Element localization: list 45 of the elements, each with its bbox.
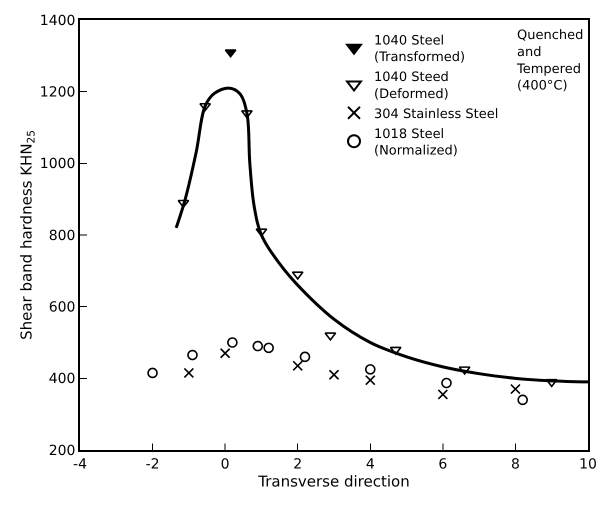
x-tick-label: 0 [220,456,230,473]
legend-label: 304 Stainless Steel [374,106,498,122]
point [441,378,452,388]
y-tick-label: 1400 [40,12,76,29]
point [328,369,340,380]
legend-label: 1018 Steel (Normalized) [374,126,458,159]
point [252,340,264,352]
point [517,394,528,406]
point [255,228,268,237]
point [364,374,376,386]
point [147,368,158,378]
point [364,364,376,375]
y-tick-label: 400 [48,371,76,388]
point [292,360,304,372]
y-tick-label: 1200 [40,84,76,101]
point [292,271,304,280]
x-tick-label: 4 [366,456,375,473]
y-tick-label: 800 [48,228,76,244]
point [458,366,471,375]
x-tick-label: 8 [510,456,520,473]
point [184,368,194,378]
point [199,102,212,112]
point [227,337,238,348]
point [224,49,237,58]
x-tick-label: -4 [73,456,88,473]
x-axis-title: Transverse direction [257,472,410,491]
point [510,384,521,394]
point [324,332,336,341]
y-tick-label: 200 [48,442,76,459]
legend-label: 1040 Steel (Transformed) [374,33,466,66]
x-tick-label: 2 [293,456,302,473]
x-tick-label: 6 [438,456,448,473]
y-tick-label: 1000 [40,156,76,172]
point [438,389,448,400]
point [187,350,198,360]
y-tick-label: 600 [48,300,76,316]
annotation: Quenched and Tempered (400°C) [516,28,584,94]
point [220,348,230,359]
x-tick-label: -2 [146,456,160,473]
legend-label: 1040 Steed (Deformed) [374,70,449,102]
point [300,352,310,362]
x-tick-label: 10 [579,456,597,473]
point [546,378,558,388]
point [177,200,190,208]
point [263,342,274,354]
